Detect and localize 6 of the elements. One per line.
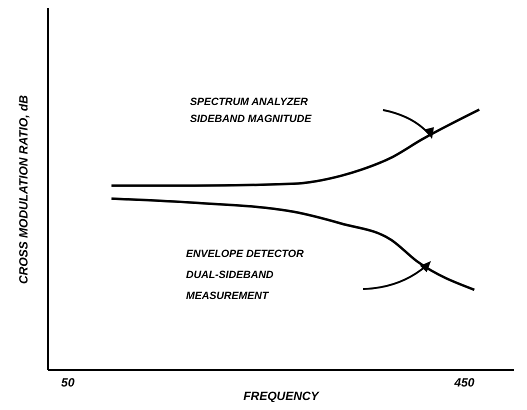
x-tick-label: 50 (61, 376, 75, 390)
y-axis-title: CROSS MODULATION RATIO, dB (16, 94, 30, 284)
x-axis-title: FREQUENCY (243, 389, 320, 403)
annotation: SPECTRUM ANALYZER SIDEBAND MAGNITUDE (190, 96, 312, 125)
x-tick-label: 450 (453, 376, 475, 390)
annotation: ENVELOPE DETECTOR DUAL-SIDEBAND MEASUREMENT (186, 248, 304, 302)
